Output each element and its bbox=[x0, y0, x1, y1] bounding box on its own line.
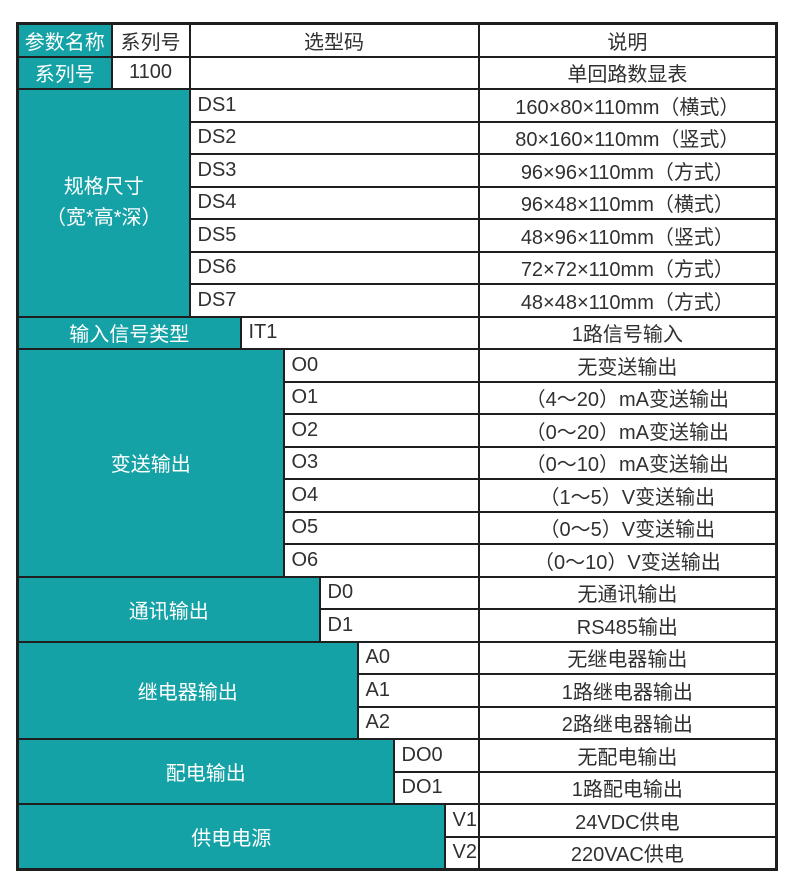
table-row: 系列号 1100 单回路数显表 bbox=[16, 55, 778, 90]
table-row: O6 （0～10）V变送输出 bbox=[18, 543, 778, 578]
table-row: DS6 72×72×110mm（方式） bbox=[18, 250, 778, 285]
table-row: DO1 1路配电输出 bbox=[18, 770, 778, 805]
table-row: O3 （0～10）mA变送输出 bbox=[18, 445, 778, 480]
code-cell: D1 bbox=[318, 608, 480, 643]
code-cell: DS1 bbox=[188, 88, 480, 123]
selection-table-container: 参数名称 系列号 选型码 说明 系列号 1100 单回路数显表 规格尺寸 （宽*… bbox=[16, 22, 779, 871]
header-series: 系列号 bbox=[110, 22, 191, 58]
code-cell: DS6 bbox=[188, 250, 480, 285]
code-cell: D0 bbox=[318, 575, 480, 610]
code-cell: V2 bbox=[443, 835, 480, 871]
desc-cell: 48×96×110mm（竖式） bbox=[477, 218, 778, 253]
code-cell: A0 bbox=[356, 640, 480, 675]
section-label-input-signal: 输入信号类型 bbox=[16, 315, 242, 350]
code-cell: O3 bbox=[282, 445, 480, 480]
header-code: 选型码 bbox=[188, 22, 480, 58]
table-row: O2 （0～20）mA变送输出 bbox=[18, 413, 778, 448]
desc-cell: 160×80×110mm（横式） bbox=[477, 88, 778, 123]
code-cell: O2 bbox=[282, 413, 480, 448]
table-row: DS7 48×48×110mm（方式） bbox=[18, 283, 778, 318]
section-label-transmit-output: 变送输出 bbox=[16, 348, 285, 578]
table-row: DS4 96×48×110mm（横式） bbox=[18, 185, 778, 220]
code-cell: IT1 bbox=[239, 315, 480, 350]
desc-cell: 2路继电器输出 bbox=[477, 705, 778, 740]
code-cell: O6 bbox=[282, 543, 480, 578]
section-label-power-supply: 供电电源 bbox=[16, 803, 446, 871]
header-param-name: 参数名称 bbox=[16, 22, 113, 58]
table-row: 规格尺寸 （宽*高*深） DS1 160×80×110mm（横式） bbox=[16, 88, 778, 318]
header-desc: 说明 bbox=[477, 22, 778, 58]
table-row: O5 （0～5）V变送输出 bbox=[18, 510, 778, 545]
desc-cell: 无通讯输出 bbox=[477, 575, 778, 610]
code-cell: A1 bbox=[356, 673, 480, 708]
empty-cell bbox=[188, 55, 480, 90]
desc-cell: 80×160×110mm（竖式） bbox=[477, 120, 778, 155]
selection-table: 参数名称 系列号 选型码 说明 系列号 1100 单回路数显表 规格尺寸 （宽*… bbox=[16, 22, 779, 871]
desc-cell: 无配电输出 bbox=[477, 738, 778, 773]
table-row: 通讯输出 D0 无通讯输出 bbox=[16, 575, 778, 643]
code-cell: 1100 bbox=[110, 55, 191, 90]
desc-cell: 无继电器输出 bbox=[477, 640, 778, 675]
code-cell: O0 bbox=[282, 348, 480, 383]
code-cell: O5 bbox=[282, 510, 480, 545]
code-cell: DS7 bbox=[188, 283, 480, 318]
section-label-series-number: 系列号 bbox=[16, 55, 113, 90]
table-row: D1 RS485输出 bbox=[18, 608, 778, 643]
desc-cell: 48×48×110mm（方式） bbox=[477, 283, 778, 318]
section-label-relay-output: 继电器输出 bbox=[16, 640, 359, 740]
desc-cell: 96×96×110mm（方式） bbox=[477, 153, 778, 188]
table-row: A2 2路继电器输出 bbox=[18, 705, 778, 740]
code-cell: O1 bbox=[282, 380, 480, 415]
desc-cell: 单回路数显表 bbox=[477, 55, 778, 90]
desc-cell: （0～10）mA变送输出 bbox=[477, 445, 778, 480]
desc-cell: 无变送输出 bbox=[477, 348, 778, 383]
desc-cell: 1路继电器输出 bbox=[477, 673, 778, 708]
table-row: DS5 48×96×110mm（竖式） bbox=[18, 218, 778, 253]
desc-cell: （0～5）V变送输出 bbox=[477, 510, 778, 545]
code-cell: DO0 bbox=[392, 738, 480, 773]
section-label-dimensions: 规格尺寸 （宽*高*深） bbox=[16, 88, 191, 318]
table-row: DS3 96×96×110mm（方式） bbox=[18, 153, 778, 188]
section-label-comm-output: 通讯输出 bbox=[16, 575, 321, 643]
code-cell: O4 bbox=[282, 478, 480, 513]
code-cell: A2 bbox=[356, 705, 480, 740]
code-cell: DS5 bbox=[188, 218, 480, 253]
header-row: 参数名称 系列号 选型码 说明 bbox=[16, 22, 778, 58]
section-label-power-dist-output: 配电输出 bbox=[16, 738, 395, 805]
table-row: A1 1路继电器输出 bbox=[18, 673, 778, 708]
desc-cell: 72×72×110mm（方式） bbox=[477, 250, 778, 285]
table-row: O1 （4～20）mA变送输出 bbox=[18, 380, 778, 415]
code-cell: DS4 bbox=[188, 185, 480, 220]
code-cell: DS3 bbox=[188, 153, 480, 188]
desc-cell: 1路信号输入 bbox=[477, 315, 778, 350]
desc-cell: 24VDC供电 bbox=[477, 803, 778, 838]
desc-cell: （4～20）mA变送输出 bbox=[477, 380, 778, 415]
code-cell: V1 bbox=[443, 803, 480, 838]
desc-cell: 1路配电输出 bbox=[477, 770, 778, 805]
code-cell: DS2 bbox=[188, 120, 480, 155]
table-row: 继电器输出 A0 无继电器输出 bbox=[16, 640, 778, 740]
desc-cell: 220VAC供电 bbox=[477, 835, 778, 871]
code-cell: DO1 bbox=[392, 770, 480, 805]
desc-cell: RS485输出 bbox=[477, 608, 778, 643]
table-row: 变送输出 O0 无变送输出 bbox=[16, 348, 778, 578]
desc-cell: （1～5）V变送输出 bbox=[477, 478, 778, 513]
desc-cell: 96×48×110mm（横式） bbox=[477, 185, 778, 220]
table-row: 输入信号类型 IT1 1路信号输入 bbox=[16, 315, 778, 350]
table-row: DS2 80×160×110mm（竖式） bbox=[18, 120, 778, 155]
table-row: 供电电源 V1 24VDC供电 bbox=[16, 803, 778, 871]
table-row: 配电输出 DO0 无配电输出 bbox=[16, 738, 778, 805]
desc-cell: （0～10）V变送输出 bbox=[477, 543, 778, 578]
desc-cell: （0～20）mA变送输出 bbox=[477, 413, 778, 448]
table-row: O4 （1～5）V变送输出 bbox=[18, 478, 778, 513]
table-row: V2 220VAC供电 bbox=[18, 835, 778, 871]
